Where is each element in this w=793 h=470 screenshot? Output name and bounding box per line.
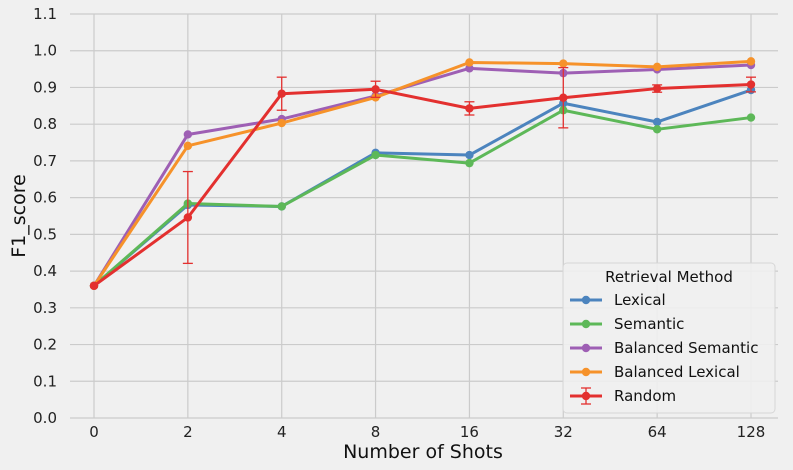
legend-item: Balanced Semantic (570, 339, 758, 357)
x-tick-label: 16 (460, 423, 479, 441)
series-line (93, 83, 752, 287)
legend-label: Balanced Lexical (614, 363, 740, 381)
y-tick-label: 0.0 (33, 409, 57, 427)
y-tick-label: 0.5 (33, 225, 57, 243)
legend-item: Balanced Lexical (570, 363, 740, 381)
legend-title: Retrieval Method (605, 268, 733, 286)
data-point (559, 59, 568, 68)
legend-label: Lexical (614, 291, 666, 309)
data-point (652, 84, 662, 93)
y-axis-label: F1_score (8, 174, 30, 258)
y-tick-label: 0.3 (33, 299, 57, 317)
legend-label: Balanced Semantic (614, 339, 758, 357)
y-tick-label: 0.1 (33, 372, 57, 390)
legend-item: Lexical (570, 291, 666, 309)
series-random (89, 66, 756, 290)
y-tick-label: 0.6 (33, 189, 57, 207)
data-point (746, 80, 756, 89)
data-point (465, 104, 474, 113)
y-tick-label: 0.4 (33, 262, 57, 280)
data-point (465, 58, 474, 67)
x-tick-label: 128 (737, 423, 766, 441)
x-axis-label: Number of Shots (343, 441, 503, 463)
legend-swatch-marker (581, 367, 591, 377)
series-line (93, 108, 752, 287)
legend-label: Random (614, 387, 676, 405)
data-point (652, 117, 662, 127)
legend-swatch-marker (581, 295, 591, 305)
data-point (277, 89, 286, 98)
series-line (92, 59, 752, 287)
y-tick-label: 1.1 (33, 5, 57, 23)
x-tick-label: 2 (183, 423, 193, 441)
data-point (371, 85, 380, 94)
series-line (93, 88, 752, 287)
data-point (183, 130, 193, 139)
y-tick-label: 0.9 (33, 78, 57, 96)
series-balanced-semantic (89, 60, 756, 290)
data-point (465, 150, 474, 160)
y-tick-labels: 0.0 0.1 0.2 0.3 0.4 0.5 0.6 0.7 0.8 0.9 1.0 1.1 (33, 5, 57, 427)
data-point (652, 62, 662, 72)
x-tick-label: 32 (554, 423, 573, 441)
data-point (652, 125, 662, 134)
x-tick-labels: 0 2 4 8 16 32 64 128 (89, 423, 765, 441)
x-tick-label: 4 (277, 423, 287, 441)
y-tick-label: 0.7 (33, 152, 57, 170)
data-point (465, 158, 474, 168)
legend-swatch-marker (581, 343, 591, 353)
data-point (183, 213, 193, 222)
data-point (277, 202, 286, 211)
series-lines (89, 57, 756, 290)
data-point (183, 141, 193, 151)
legend-swatch-marker (581, 391, 591, 401)
x-tick-label: 0 (89, 423, 99, 441)
legend-items: Lexical Semantic Balanced Semantic Balanced… (570, 291, 758, 405)
series-line (92, 63, 752, 287)
y-tick-label: 1.0 (33, 42, 57, 60)
series-lexical (89, 85, 756, 290)
data-point (746, 57, 756, 66)
legend-item: Random (570, 387, 676, 405)
data-point (559, 93, 568, 102)
data-point (277, 118, 286, 128)
legend-swatch-marker (581, 319, 591, 329)
legend: Retrieval Method Lexical Semantic Balanced… (562, 262, 776, 414)
series-semantic (89, 106, 756, 290)
data-point (465, 64, 474, 73)
data-point (89, 281, 99, 290)
data-point (746, 113, 756, 122)
legend-item: Semantic (570, 315, 684, 333)
y-tick-label: 0.2 (33, 336, 57, 354)
series-balanced-lexical (89, 57, 756, 290)
x-tick-label: 64 (648, 423, 667, 441)
x-tick-label: 8 (371, 423, 381, 441)
data-point (371, 150, 380, 160)
legend-box (562, 262, 776, 414)
y-tick-label: 0.8 (33, 115, 57, 133)
legend-label: Semantic (614, 315, 684, 333)
